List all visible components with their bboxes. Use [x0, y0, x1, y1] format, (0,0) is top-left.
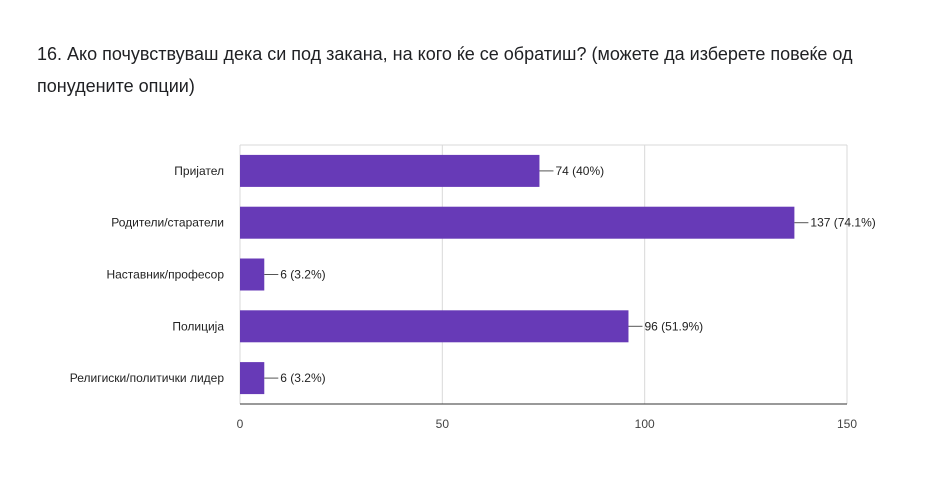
bar — [240, 310, 629, 343]
question-title: 16. Ако почувствуваш дека си под закана,… — [37, 44, 853, 96]
category-label: Пријател — [174, 164, 224, 178]
x-tick-label: 50 — [436, 417, 450, 431]
bar — [240, 258, 265, 291]
category-label: Родители/старатели — [111, 216, 224, 230]
data-label: 137 (74.1%) — [810, 216, 875, 230]
bar — [240, 154, 540, 187]
bar — [240, 362, 265, 395]
data-label: 96 (51.9%) — [644, 319, 703, 333]
bar — [240, 206, 795, 239]
data-label: 74 (40%) — [555, 164, 604, 178]
x-tick-label: 150 — [837, 417, 857, 431]
x-tick-label: 100 — [635, 417, 655, 431]
data-label: 6 (3.2%) — [280, 371, 325, 385]
category-label: Наставник/професор — [106, 268, 224, 282]
category-label: Полиција — [172, 319, 224, 333]
data-label: 6 (3.2%) — [280, 268, 325, 282]
x-tick-label: 0 — [237, 417, 244, 431]
category-label: Религиски/политички лидер — [70, 371, 225, 385]
